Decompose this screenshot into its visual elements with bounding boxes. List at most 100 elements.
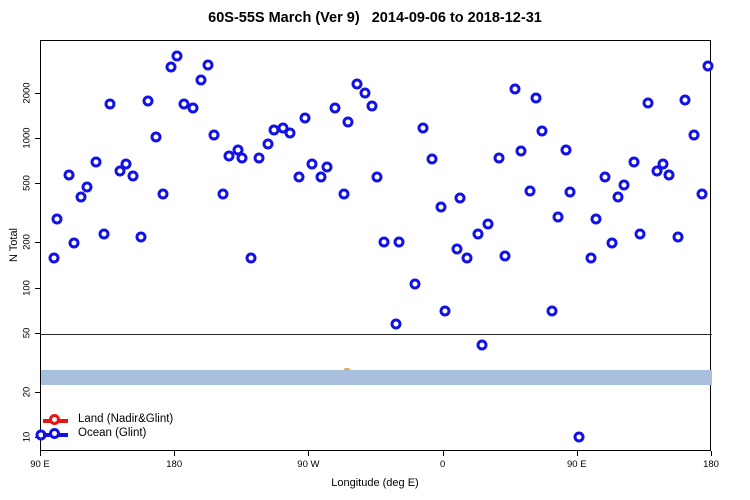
data-point-ocean [51,213,63,225]
data-point-ocean [157,188,169,200]
data-point-ocean [187,102,199,114]
data-point-ocean [284,127,296,139]
data-point-ocean [679,94,691,106]
data-point-ocean [75,191,87,203]
data-point-ocean [321,161,333,173]
data-point-ocean [409,278,421,290]
y-axis-title: N Total [8,227,20,263]
data-point-ocean [171,50,183,62]
y-axis-tick-label: 10 [21,431,33,443]
data-point-ocean [590,213,602,225]
data-point-ocean [482,218,494,230]
data-point-ocean [48,252,60,264]
legend-label-ocean: Ocean (Glint) [78,427,147,439]
x-axis-tick-label: 90 E [567,459,587,470]
reference-band [41,370,712,386]
data-point-ocean [426,153,438,165]
data-point-ocean [120,158,132,170]
data-point-ocean [564,186,576,198]
x-axis-tick-label: 90 W [297,459,320,470]
data-point-ocean [393,236,405,248]
data-point-ocean [165,61,177,73]
legend-circle-land-icon [49,414,60,425]
x-axis-tick [308,451,310,456]
data-point-ocean [135,231,147,243]
x-axis-tick-label: 90 E [30,459,50,470]
chart-title: 60S-55S March (Ver 9) 2014-09-06 to 2018… [208,10,542,26]
y-axis-tick-label: 200 [21,234,33,251]
data-point-ocean [195,74,207,85]
data-point-ocean [585,252,597,264]
data-point-ocean [499,250,511,262]
x-axis-tick [576,451,578,456]
data-point-ocean [114,165,126,177]
data-point-ocean [359,87,371,99]
x-axis-tick-label: 180 [166,459,183,470]
data-point-ocean [657,158,669,170]
data-point-ocean [315,171,327,183]
data-point-ocean [142,95,154,107]
data-point-ocean [127,170,139,182]
data-point-ocean [150,131,162,143]
data-point-ocean [536,125,548,137]
data-point-ocean [530,92,542,104]
data-point-ocean [306,158,318,170]
data-point-ocean [696,188,708,200]
data-point-ocean [208,129,220,141]
data-point-ocean [223,150,235,162]
data-point-ocean [439,305,451,317]
data-point-ocean [98,228,110,240]
data-point-ocean [612,191,624,203]
y-axis-tick-label: 500 [21,175,33,191]
data-point-ocean [245,252,257,264]
data-point-ocean [435,201,447,213]
plot-canvas: Land (Nadir&Glint) Ocean (Glint) [35,41,714,450]
y-axis-tick-label: 2000 [21,82,33,104]
x-axis-title: Longitude (deg E) [331,477,419,489]
y-axis-tick-label: 20 [21,386,33,398]
data-point-ocean [472,228,484,240]
data-point-ocean [299,112,311,124]
x-axis-tick-label: 0 [439,459,446,470]
data-point-ocean [351,78,363,90]
data-point-ocean [552,211,564,223]
data-point-ocean [476,339,488,351]
data-point-ocean [293,171,305,183]
data-point-ocean [546,305,558,317]
data-point-ocean [560,144,572,156]
data-point-ocean [90,156,102,168]
y-axis-tick [35,332,40,334]
data-point-ocean [599,171,611,183]
legend-circle-ocean-icon [49,428,60,439]
data-point-ocean [262,138,274,150]
y-axis-tick [35,183,40,184]
data-point-ocean [390,318,402,330]
x-axis-tick-label: 180 [703,459,719,470]
data-point-ocean [634,228,646,240]
data-point-ocean [606,237,618,249]
data-point-ocean [338,188,350,200]
data-point-ocean [524,185,536,197]
data-point-ocean [217,188,229,200]
data-point-ocean [342,116,354,128]
data-point-ocean [509,83,521,95]
data-point-ocean [63,169,75,181]
x-axis-tick [174,451,176,456]
data-point-ocean [329,102,341,114]
data-point-ocean [236,152,248,164]
y-axis-tick [35,92,40,94]
data-point-ocean [702,60,714,72]
data-point-ocean [253,152,265,164]
x-axis-tick [40,451,41,456]
y-axis-tick [35,287,40,289]
y-axis-tick [35,242,40,244]
data-point-ocean [688,129,700,141]
data-point-ocean [366,100,378,112]
data-point-ocean [81,181,93,193]
legend-label-land: Land (Nadir&Glint) [78,413,174,425]
data-point-ocean [417,122,429,134]
data-point-ocean [454,192,466,204]
data-point-ocean [104,98,116,110]
data-point-ocean [461,252,473,264]
